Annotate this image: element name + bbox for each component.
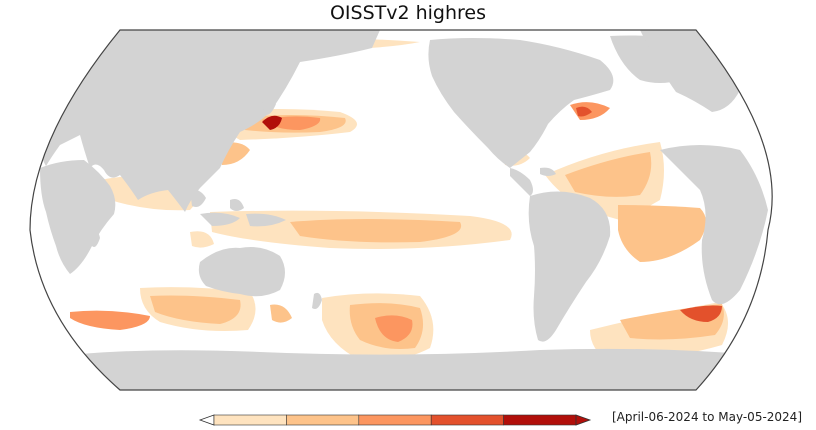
south-america-land [528, 191, 611, 342]
map-title: OISSTv2 highres [329, 2, 487, 24]
colorbar-bin [503, 414, 577, 426]
australia-land [198, 247, 285, 297]
colorbar-extend-low [198, 414, 215, 426]
colorbar-extend-high [575, 414, 592, 426]
colorbar-bin [430, 414, 504, 426]
north-america-land [428, 38, 614, 168]
colorbar-bin [286, 414, 360, 426]
globe-outline [29, 29, 773, 391]
africa-land [40, 160, 116, 274]
colorbar-bin [213, 414, 287, 426]
date-range-label: [April-06-2024 to May-05-2024] [612, 410, 803, 424]
colorbar [198, 414, 592, 426]
eurasia-land [38, 30, 380, 212]
colorbar-bin [358, 414, 432, 426]
